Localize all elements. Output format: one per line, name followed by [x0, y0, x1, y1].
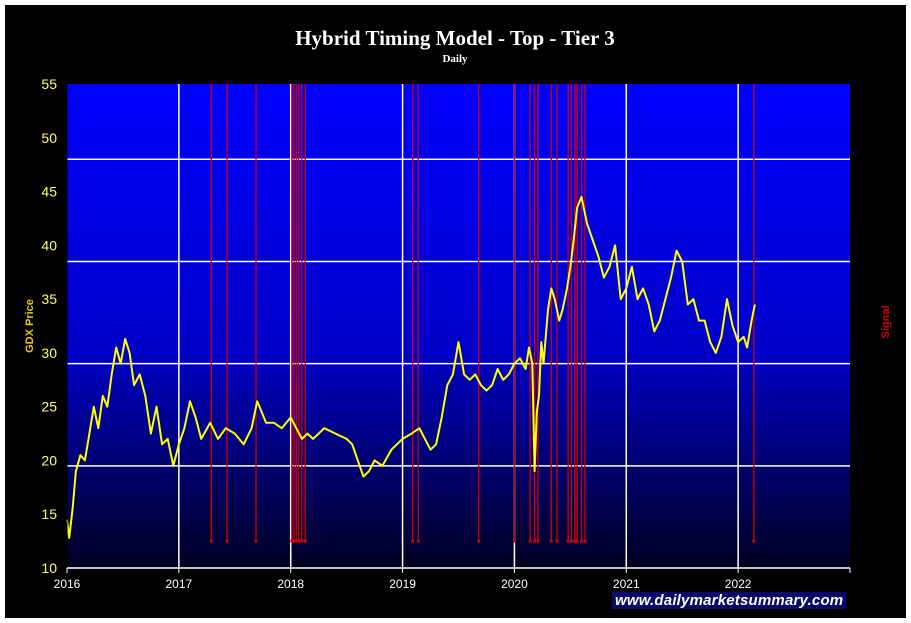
- signal-marker: [555, 539, 559, 543]
- signal-marker: [300, 539, 304, 543]
- x-tick-label: 2021: [613, 577, 640, 591]
- y-tick-label: 10: [41, 560, 57, 576]
- signal-marker: [477, 539, 481, 543]
- x-tick-label: 2019: [389, 577, 416, 591]
- signal-marker: [549, 539, 553, 543]
- plot-area: [67, 84, 850, 568]
- chart-title: Hybrid Timing Model - Top - Tier 3: [295, 26, 615, 50]
- y-axis-ticks: 55 50 45 40 35 30 25 20 15 10: [41, 76, 57, 576]
- signal-marker: [297, 539, 301, 543]
- price-line: [66, 195, 756, 539]
- grid-lines: [67, 84, 850, 568]
- signal-marker: [583, 539, 587, 543]
- y-axis-label: GDX Price: [24, 299, 36, 353]
- signal-marker: [254, 539, 258, 543]
- chart: Hybrid Timing Model - Top - Tier 3 Daily…: [24, 26, 892, 591]
- signal-marker: [512, 539, 516, 543]
- signal-marker: [292, 539, 296, 543]
- signal-marker: [303, 539, 307, 543]
- axes: [66, 84, 850, 569]
- y-tick-label: 45: [41, 184, 57, 200]
- signal-marker: [416, 539, 420, 543]
- signal-marker: [566, 539, 570, 543]
- signal-marker: [225, 539, 229, 543]
- y-tick-label: 20: [41, 452, 57, 468]
- y-tick-label: 40: [41, 237, 57, 253]
- signal-marker: [536, 539, 540, 543]
- chart-panel: Hybrid Timing Model - Top - Tier 3 Daily…: [5, 5, 906, 618]
- signal-marker: [528, 539, 532, 543]
- y-tick-label: 25: [41, 399, 57, 415]
- signal-marker: [575, 539, 579, 543]
- chart-subtitle: Daily: [442, 53, 468, 65]
- signal-marker: [294, 539, 298, 543]
- signal-marker: [290, 539, 294, 543]
- y2-axis-label: Signal: [880, 305, 892, 338]
- x-tick-label: 2020: [501, 577, 528, 591]
- x-tick-label: 2016: [54, 577, 81, 591]
- signal-marker: [580, 539, 584, 543]
- x-axis-ticks: 2016 2017 2018 2019 2020 2021 2022: [54, 568, 851, 591]
- signal-marker: [573, 539, 577, 543]
- watermark: www.dailymarketsummary.com: [612, 592, 847, 609]
- signal-marker: [569, 539, 573, 543]
- y-tick-label: 15: [41, 506, 57, 522]
- y-tick-label: 35: [41, 291, 57, 307]
- x-tick-label: 2022: [725, 577, 752, 591]
- y-tick-label: 55: [41, 76, 57, 92]
- signal-marker: [411, 539, 415, 543]
- y-tick-label: 30: [41, 345, 57, 361]
- x-tick-label: 2018: [277, 577, 304, 591]
- y-tick-label: 50: [41, 130, 57, 146]
- signal-lines: [209, 84, 756, 543]
- signal-marker: [752, 539, 756, 543]
- x-tick-label: 2017: [166, 577, 193, 591]
- signal-marker: [533, 539, 537, 543]
- signal-marker: [209, 539, 213, 543]
